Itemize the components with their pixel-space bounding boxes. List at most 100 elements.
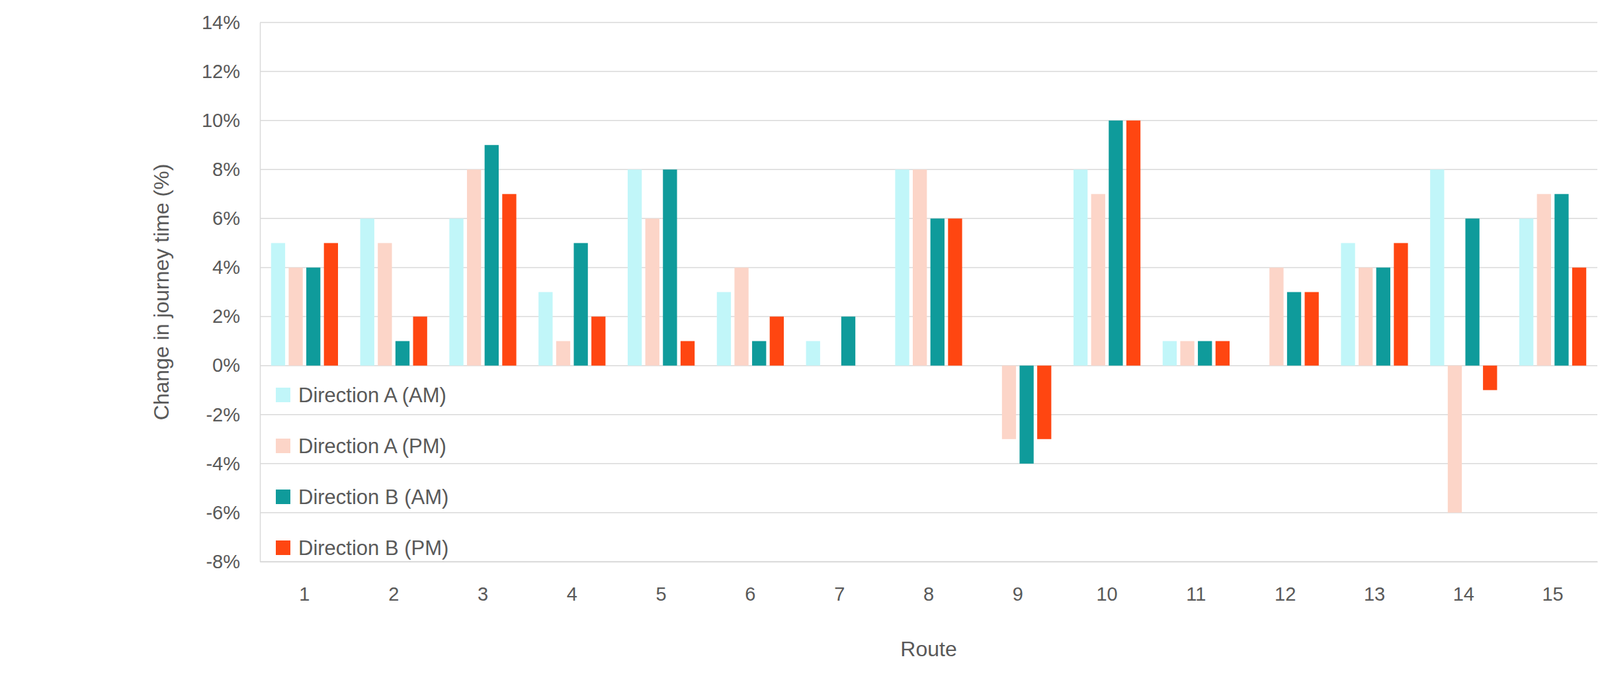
legend-label: Direction A (PM) [298,434,447,458]
legend-label: Direction A (AM) [298,383,447,407]
x-tick: 5 [656,561,667,605]
bar [538,292,553,366]
x-tick: 14 [1453,561,1475,605]
y-tick: 0% [212,354,260,376]
x-tick: 8 [923,561,934,605]
x-tick-label: 3 [477,583,489,605]
grid [259,22,1598,562]
bar [627,169,642,366]
y-axis-line [259,23,262,563]
bar [859,365,874,366]
y-tick: -4% [205,453,260,475]
x-tick: 11 [1185,561,1206,605]
x-tick-label: 9 [1012,583,1024,605]
legend-item: Direction A (AM) [275,383,447,407]
bar [288,267,303,366]
bar [1572,267,1587,366]
x-tick-label: 2 [388,583,399,605]
bar [1554,193,1569,366]
bar-series [271,169,1534,366]
grid-line [259,511,1598,514]
bar [306,267,321,366]
y-axis-title: Change in journey time (%) [149,164,174,421]
bar [752,341,766,366]
bar [449,218,464,366]
x-tick-label: 15 [1541,583,1563,605]
y-tick-label: 4% [212,256,241,278]
bar [1305,292,1319,366]
bar [1269,267,1284,366]
bar [1108,120,1123,366]
x-tick-label: 14 [1453,583,1475,605]
y-tick: 14% [201,11,260,34]
bar [484,144,499,366]
bar [271,242,286,366]
y-tick: 4% [212,256,260,278]
bar [395,341,410,366]
bar [1037,365,1052,440]
y-tick-label: 0% [212,354,241,376]
legend-item: Direction B (PM) [275,536,449,560]
bar [984,365,999,366]
y-tick-label: -6% [205,502,241,524]
x-tick: 2 [388,561,399,605]
bar [377,242,392,366]
y-tick-label: -4% [205,453,241,475]
bar-series [324,120,1587,440]
x-tick-label: 6 [744,583,756,605]
x-tick-label: 8 [923,583,934,605]
legend: Direction A (AM) Direction A (PM) Directio… [275,383,449,560]
y-tick-label: 14% [201,11,241,34]
x-tick: 9 [1012,561,1024,605]
bar [1215,341,1230,366]
x-tick-label: 4 [566,583,578,605]
bar [1252,365,1266,366]
bar [716,292,731,366]
bar [1162,341,1177,366]
y-tick: -8% [205,550,260,573]
x-tick-label: 7 [834,583,845,605]
legend-swatch [275,540,291,555]
x-tick-label: 11 [1185,583,1206,605]
x-axis-line [260,561,1599,563]
bar [1179,341,1194,366]
legend-swatch [275,489,291,505]
y-tick-label: 2% [212,305,241,327]
y-tick: 12% [201,60,260,83]
x-tick: 3 [477,561,489,605]
bars [271,120,1587,513]
y-tick: -6% [205,502,260,524]
grid-line [259,21,1598,24]
y-tick: -2% [205,404,260,426]
legend-swatch [275,387,291,403]
bar [556,341,571,366]
y-tick-label: -2% [205,404,241,426]
y-tick: 10% [201,109,260,131]
bar [930,218,945,366]
bar [1447,365,1462,513]
bar [894,169,909,366]
bar [645,218,660,366]
bar [1019,365,1034,464]
x-tick: 13 [1363,561,1386,605]
y-tick-label: 12% [201,60,241,83]
y-tick-label: -8% [205,550,241,573]
bar [324,242,338,366]
bar-series [288,169,1552,513]
x-tick: 10 [1095,561,1118,605]
bar [1091,193,1106,366]
grid-line [259,119,1598,122]
legend-label: Direction B (AM) [298,485,449,509]
bar [680,341,695,366]
bar [947,218,962,366]
x-tick: 15 [1541,561,1563,605]
y-tick-label: 10% [201,109,241,131]
bar [823,365,838,366]
bar [1482,365,1497,391]
bar [806,341,821,366]
bar [1126,120,1141,366]
bar [1430,169,1444,366]
bar [591,316,606,366]
bar [1002,365,1016,440]
x-tick: 12 [1274,561,1296,605]
